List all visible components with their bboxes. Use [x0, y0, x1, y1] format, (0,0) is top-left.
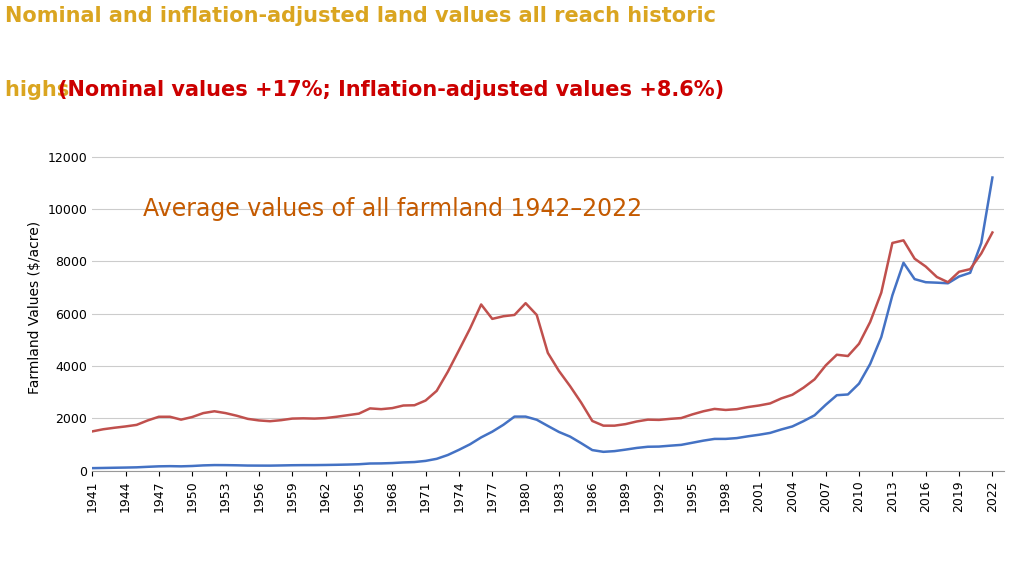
Text: Nominal and inflation-adjusted land values all reach historic: Nominal and inflation-adjusted land valu…	[5, 6, 716, 26]
Nominal Iowa Land Value	[786, 423, 799, 430]
Inflation-adjusted Iowa Land Value (2015 Dollars)	[986, 229, 998, 236]
Inflation-adjusted Iowa Land Value (2015 Dollars)	[86, 428, 98, 435]
Line: Inflation-adjusted Iowa Land Value (2015 Dollars): Inflation-adjusted Iowa Land Value (2015…	[92, 232, 992, 432]
Y-axis label: Farmland Values ($/acre): Farmland Values ($/acre)	[28, 220, 42, 394]
Nominal Iowa Land Value	[808, 412, 820, 419]
Nominal Iowa Land Value	[297, 461, 309, 468]
Inflation-adjusted Iowa Land Value (2015 Dollars)	[808, 376, 820, 383]
Inflation-adjusted Iowa Land Value (2015 Dollars)	[508, 312, 520, 319]
Text: (Nominal values +17%; Inflation-adjusted values +8.6%): (Nominal values +17%; Inflation-adjusted…	[58, 80, 725, 100]
Nominal Iowa Land Value	[86, 465, 98, 472]
Inflation-adjusted Iowa Land Value (2015 Dollars)	[786, 391, 799, 398]
Line: Nominal Iowa Land Value: Nominal Iowa Land Value	[92, 177, 992, 468]
Nominal Iowa Land Value	[331, 461, 343, 468]
Nominal Iowa Land Value	[508, 413, 520, 420]
Nominal Iowa Land Value	[986, 174, 998, 181]
Inflation-adjusted Iowa Land Value (2015 Dollars)	[297, 415, 309, 422]
Text: highs: highs	[5, 80, 77, 100]
Text: Average values of all farmland 1942–2022: Average values of all farmland 1942–2022	[143, 197, 642, 221]
Inflation-adjusted Iowa Land Value (2015 Dollars)	[331, 413, 343, 420]
Inflation-adjusted Iowa Land Value (2015 Dollars)	[342, 412, 354, 418]
Nominal Iowa Land Value	[342, 461, 354, 468]
